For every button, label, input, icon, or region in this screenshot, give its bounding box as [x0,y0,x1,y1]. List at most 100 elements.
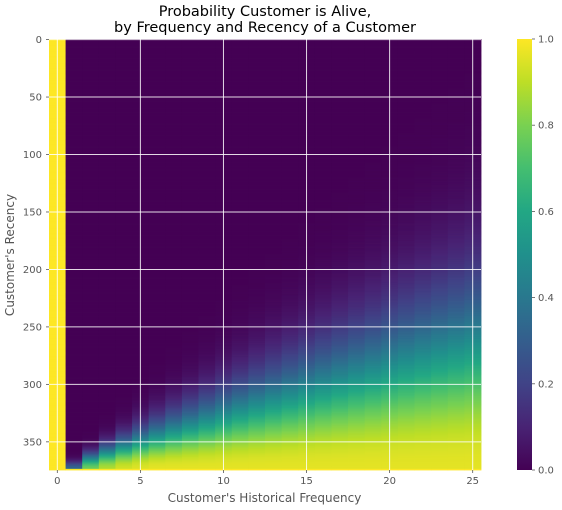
heatmap-cell [165,212,183,215]
heatmap-cell [148,242,166,244]
heatmap-cell [165,374,183,377]
heatmap-cell [82,93,100,95]
heatmap-cell [65,328,83,331]
heatmap-cell [115,274,133,277]
heatmap-cell [98,456,116,458]
heatmap-cell [165,325,183,327]
heatmap-cell [115,353,133,356]
heatmap-cell [82,307,100,310]
heatmap-cell [165,227,183,230]
heatmap-cell [65,104,83,107]
heatmap-cell [82,209,100,211]
heatmap-cell [98,420,116,423]
heatmap-cell [148,214,166,217]
heatmap-cell [165,265,183,267]
heatmap-cell [82,293,100,295]
heatmap-cell [98,290,116,293]
heatmap-cell [165,121,183,124]
heatmap-cell [115,421,133,424]
heatmap-cell [82,375,100,378]
heatmap-cell [65,168,83,171]
heatmap-cell [115,451,133,454]
heatmap-cell [65,322,83,325]
heatmap-cell [82,395,100,397]
heatmap-cell [165,317,183,319]
heatmap-cell [82,376,100,379]
heatmap-cell [65,294,83,296]
heatmap-cell [65,48,83,50]
heatmap-cell [148,341,166,343]
heatmap-cell [98,43,116,46]
heatmap-cell [165,240,183,242]
heatmap-cell [165,355,183,357]
heatmap-cell [148,193,166,195]
heatmap-cell [165,343,183,346]
heatmap-cell [98,370,116,372]
heatmap-cell [82,75,100,78]
heatmap-cell [98,64,116,66]
heatmap-cell [98,159,116,162]
heatmap-cell [165,218,183,220]
heatmap-cell [115,93,133,95]
heatmap-cell [148,293,166,295]
heatmap-cell [115,233,133,235]
heatmap-cell [65,222,83,225]
heatmap-cell [65,213,83,216]
heatmap-cell [165,382,183,385]
heatmap-cell [98,212,116,215]
heatmap-cell [165,58,183,61]
heatmap-cell [65,288,83,290]
heatmap-cell [82,253,100,256]
heatmap-cell [165,143,183,146]
heatmap-cell [148,202,166,204]
heatmap-cell [82,372,100,374]
heatmap-cell [115,301,133,303]
heatmap-cell [82,187,100,189]
heatmap-cell [65,61,83,64]
heatmap-cell [115,265,133,267]
heatmap-cell [148,247,166,249]
heatmap-cell [65,186,83,188]
heatmap-cell [65,284,83,287]
heatmap-cell [115,170,133,172]
heatmap-cell [115,306,133,309]
heatmap-cell [98,76,116,79]
heatmap-cell [115,399,133,402]
heatmap-cell [165,350,183,353]
heatmap-cell [98,286,116,288]
heatmap-cell [148,98,166,101]
heatmap-cell [115,156,133,158]
heatmap-cell [165,279,183,281]
heatmap-cell [98,279,116,281]
heatmap-cell [65,225,83,227]
heatmap-cell [115,466,133,469]
heatmap-cell [82,43,100,46]
heatmap-cell [65,197,83,200]
heatmap-cell [148,180,166,182]
heatmap-cell [115,122,133,125]
heatmap-cell [115,389,133,392]
heatmap-cell [82,465,100,467]
heatmap-cell [115,198,133,201]
heatmap-cell [65,341,83,343]
heatmap-cell [82,183,100,186]
heatmap-cell [115,432,133,434]
heatmap-cell [148,444,166,447]
heatmap-cell [165,286,183,288]
heatmap-cell [165,251,183,254]
heatmap-cell [165,276,183,279]
heatmap-cell [65,466,83,469]
heatmap-cell [65,102,83,104]
heatmap-cell [65,381,83,384]
heatmap-cell [65,366,83,369]
heatmap-cell [65,250,83,253]
heatmap-cell [98,51,116,54]
heatmap-cell [148,218,166,220]
heatmap-cell [65,165,83,167]
heatmap-cell [65,435,83,438]
heatmap-cell [98,452,116,455]
heatmap-cell [98,201,116,203]
heatmap-cell [65,216,83,218]
heatmap-cell [65,172,83,174]
heatmap-cell [98,166,116,169]
